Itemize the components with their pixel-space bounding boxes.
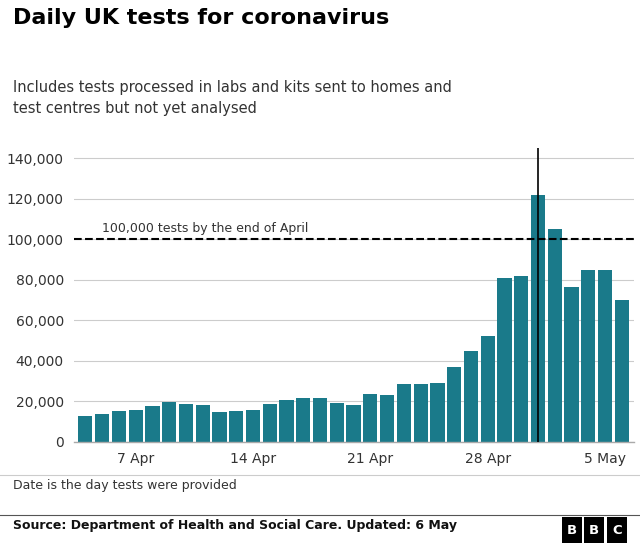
Bar	[564, 287, 579, 442]
Bar	[514, 276, 529, 442]
Bar	[531, 195, 545, 442]
Text: C: C	[612, 524, 621, 537]
Text: Includes tests processed in labs and kits sent to homes and
test centres but not: Includes tests processed in labs and kit…	[13, 80, 452, 116]
Text: B: B	[589, 524, 600, 537]
Bar	[447, 367, 461, 442]
Text: B: B	[566, 524, 577, 537]
Bar	[380, 395, 394, 442]
Bar	[196, 406, 210, 442]
Bar	[397, 384, 411, 442]
Bar	[481, 335, 495, 442]
Bar	[430, 383, 445, 442]
Bar	[330, 404, 344, 442]
FancyBboxPatch shape	[584, 518, 604, 543]
Bar	[280, 400, 294, 442]
Text: 100,000 tests by the end of April: 100,000 tests by the end of April	[102, 222, 308, 236]
Bar	[212, 412, 227, 442]
Bar	[179, 405, 193, 442]
Bar	[229, 411, 243, 442]
Bar	[112, 411, 126, 442]
Text: Source: Department of Health and Social Care. Updated: 6 May: Source: Department of Health and Social …	[13, 519, 457, 533]
Bar	[581, 270, 595, 442]
Bar	[162, 402, 176, 442]
Bar	[364, 394, 378, 442]
Bar	[464, 351, 478, 442]
Text: Date is the day tests were provided: Date is the day tests were provided	[13, 479, 237, 492]
FancyBboxPatch shape	[562, 518, 582, 543]
Bar	[129, 410, 143, 442]
Bar	[548, 229, 562, 442]
Text: Daily UK tests for coronavirus: Daily UK tests for coronavirus	[13, 8, 389, 28]
Bar	[615, 300, 629, 442]
Bar	[145, 406, 159, 442]
Bar	[346, 406, 361, 442]
FancyBboxPatch shape	[607, 518, 627, 543]
Bar	[78, 416, 92, 442]
Bar	[262, 405, 277, 442]
Bar	[246, 410, 260, 442]
Bar	[413, 384, 428, 442]
Bar	[296, 399, 310, 442]
Bar	[598, 270, 612, 442]
Bar	[95, 413, 109, 442]
Bar	[497, 278, 511, 442]
Bar	[313, 399, 327, 442]
